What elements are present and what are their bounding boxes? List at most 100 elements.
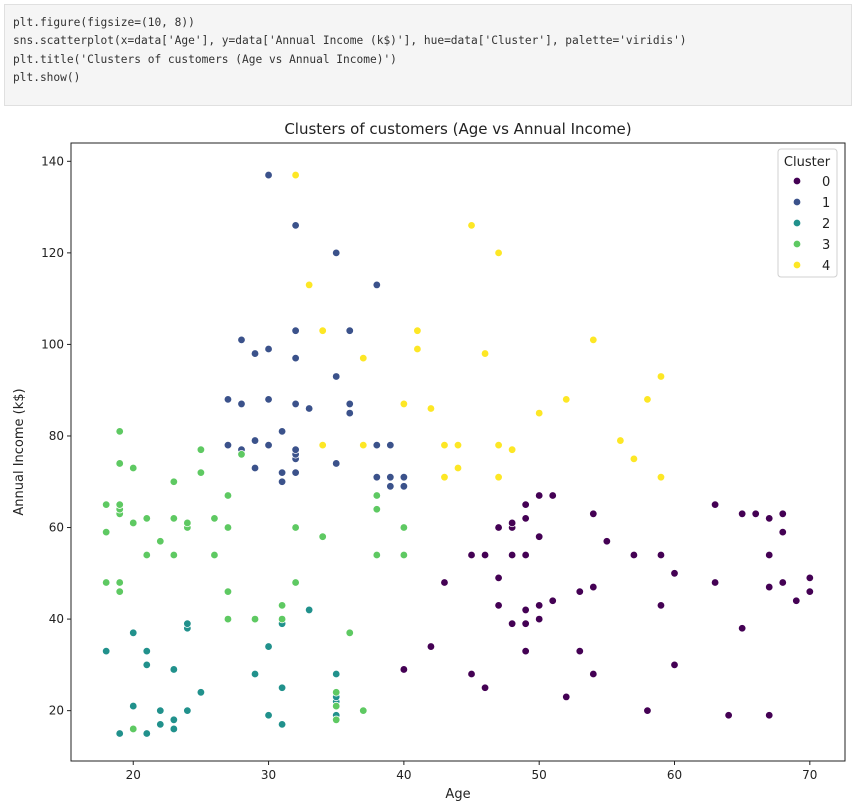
data-point-cluster-3 bbox=[169, 477, 179, 486]
data-point-cluster-0 bbox=[426, 642, 436, 651]
data-point-cluster-4 bbox=[359, 353, 368, 363]
data-point-cluster-3 bbox=[101, 500, 111, 509]
data-point-cluster-0 bbox=[467, 550, 476, 560]
data-point-cluster-3 bbox=[210, 550, 219, 560]
data-point-cluster-0 bbox=[765, 582, 774, 592]
data-point-cluster-0 bbox=[534, 614, 544, 624]
data-point-cluster-3 bbox=[115, 500, 124, 509]
data-point-cluster-1 bbox=[332, 248, 341, 258]
y-tick-label: 120 bbox=[41, 246, 64, 260]
y-tick-label: 100 bbox=[41, 337, 64, 351]
data-point-cluster-4 bbox=[494, 472, 503, 482]
data-point-cluster-0 bbox=[440, 578, 449, 587]
data-point-cluster-4 bbox=[656, 372, 666, 381]
data-point-cluster-3 bbox=[129, 463, 138, 473]
data-point-cluster-3 bbox=[223, 614, 233, 624]
legend-label-cluster-1: 1 bbox=[822, 196, 830, 211]
legend: Cluster 0 1 2 3 4 bbox=[777, 148, 838, 278]
data-point-cluster-0 bbox=[480, 550, 490, 560]
data-point-cluster-1 bbox=[250, 463, 260, 473]
y-tick-label: 40 bbox=[49, 612, 64, 626]
data-point-cluster-3 bbox=[250, 614, 260, 624]
data-point-cluster-3 bbox=[101, 527, 111, 537]
legend-label-cluster-4: 4 bbox=[822, 259, 830, 274]
data-point-cluster-1 bbox=[250, 436, 260, 445]
data-point-cluster-0 bbox=[643, 706, 652, 715]
data-point-cluster-1 bbox=[264, 344, 273, 354]
data-point-cluster-0 bbox=[737, 624, 747, 633]
data-point-cluster-0 bbox=[534, 491, 544, 500]
data-point-cluster-3 bbox=[291, 578, 300, 587]
data-point-cluster-0 bbox=[778, 578, 787, 587]
ticks-layer: 20 30 40 50 60 70 20 40 60 80 100 120 140 bbox=[41, 154, 817, 782]
data-point-cluster-3 bbox=[196, 445, 206, 454]
y-tick-label: 140 bbox=[41, 154, 64, 168]
data-point-cluster-1 bbox=[291, 326, 300, 335]
code-text[interactable]: plt.figure(figsize=(10, 8)) sns.scatterp… bbox=[13, 14, 687, 87]
data-point-cluster-1 bbox=[332, 459, 341, 468]
data-point-cluster-1 bbox=[304, 404, 314, 413]
data-point-cluster-1 bbox=[277, 427, 287, 436]
points-layer bbox=[101, 170, 815, 738]
data-point-cluster-2 bbox=[169, 724, 179, 734]
legend-marker-cluster-2 bbox=[792, 218, 802, 228]
data-point-cluster-4 bbox=[589, 335, 598, 345]
data-point-cluster-0 bbox=[494, 573, 503, 583]
data-point-cluster-2 bbox=[304, 605, 314, 615]
data-point-cluster-2 bbox=[196, 688, 206, 697]
data-point-cluster-0 bbox=[629, 550, 639, 560]
data-point-cluster-3 bbox=[345, 628, 354, 638]
legend-label-cluster-3: 3 bbox=[822, 238, 830, 253]
data-point-cluster-2 bbox=[142, 646, 151, 656]
data-point-cluster-3 bbox=[332, 701, 341, 711]
data-point-cluster-1 bbox=[345, 408, 354, 418]
data-point-cluster-0 bbox=[805, 587, 815, 596]
data-point-cluster-3 bbox=[210, 514, 219, 523]
data-point-cluster-3 bbox=[115, 427, 124, 436]
data-point-cluster-1 bbox=[223, 440, 233, 450]
data-point-cluster-1 bbox=[277, 477, 287, 486]
data-point-cluster-3 bbox=[115, 587, 124, 596]
data-point-cluster-3 bbox=[223, 587, 233, 596]
data-point-cluster-3 bbox=[372, 550, 382, 560]
data-point-cluster-0 bbox=[467, 669, 476, 679]
legend-label-cluster-0: 0 bbox=[822, 175, 830, 190]
x-tick-label: 70 bbox=[802, 768, 817, 782]
data-point-cluster-4 bbox=[453, 440, 463, 450]
data-point-cluster-0 bbox=[507, 550, 517, 560]
legend-label-cluster-2: 2 bbox=[822, 217, 830, 232]
legend-marker-cluster-0 bbox=[792, 176, 802, 186]
data-point-cluster-0 bbox=[751, 509, 760, 518]
data-point-cluster-4 bbox=[656, 472, 666, 482]
data-point-cluster-0 bbox=[521, 646, 530, 656]
data-point-cluster-0 bbox=[602, 537, 612, 546]
data-point-cluster-3 bbox=[142, 514, 151, 523]
y-axis-label: Annual Income (k$) bbox=[12, 388, 27, 515]
data-point-cluster-4 bbox=[413, 326, 422, 335]
data-point-cluster-4 bbox=[494, 440, 503, 450]
data-point-cluster-3 bbox=[156, 537, 165, 546]
data-point-cluster-2 bbox=[115, 729, 124, 738]
data-point-cluster-0 bbox=[737, 509, 747, 518]
data-point-cluster-1 bbox=[291, 468, 300, 477]
data-point-cluster-3 bbox=[169, 550, 179, 560]
legend-title: Cluster bbox=[784, 155, 831, 170]
data-point-cluster-4 bbox=[413, 344, 422, 354]
data-point-cluster-3 bbox=[277, 614, 287, 624]
data-point-cluster-1 bbox=[372, 280, 382, 290]
data-point-cluster-3 bbox=[115, 459, 124, 468]
data-point-cluster-2 bbox=[156, 720, 165, 729]
data-point-cluster-3 bbox=[399, 550, 409, 560]
data-point-cluster-4 bbox=[359, 440, 368, 450]
data-point-cluster-2 bbox=[156, 706, 165, 715]
data-point-cluster-0 bbox=[778, 509, 787, 518]
data-point-cluster-0 bbox=[494, 523, 503, 532]
data-point-cluster-4 bbox=[494, 248, 503, 258]
data-point-cluster-2 bbox=[264, 711, 273, 720]
data-point-cluster-0 bbox=[778, 527, 787, 537]
code-line-4: plt.show() bbox=[13, 70, 81, 84]
data-point-cluster-3 bbox=[332, 688, 341, 697]
data-point-cluster-4 bbox=[507, 445, 517, 454]
code-cell[interactable]: plt.figure(figsize=(10, 8)) sns.scatterp… bbox=[4, 4, 852, 106]
